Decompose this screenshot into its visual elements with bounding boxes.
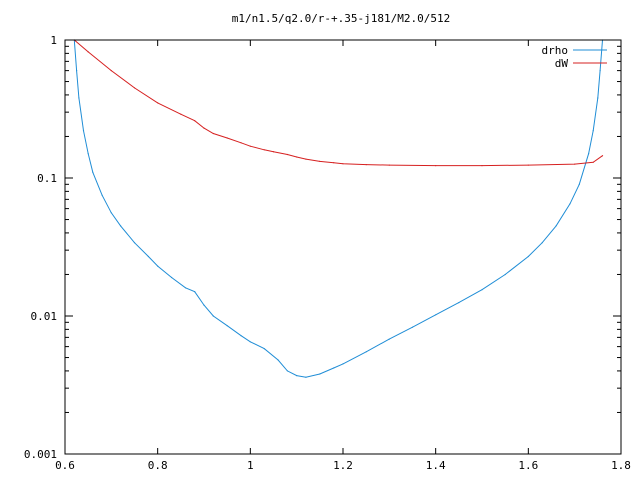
y-tick-label: 0.1 (37, 172, 57, 185)
data-point-dW (592, 161, 594, 163)
data-point-drho (226, 325, 228, 327)
data-point-drho (319, 373, 321, 375)
data-point-dW (110, 70, 112, 72)
ticks-layer: 0.6 0.8 1 1.2 1.4 1.6 1.8 0.001 0.01 0.1 1 (24, 34, 631, 472)
data-point-drho (599, 70, 601, 72)
data-point-dW (226, 137, 228, 139)
data-point-drho (342, 363, 344, 365)
data-point-drho (87, 153, 89, 155)
data-point-dW (296, 156, 298, 158)
data-point-drho (92, 171, 94, 173)
data-point-dW (212, 132, 214, 135)
data-point-drho (305, 376, 307, 378)
data-point-dW (333, 162, 335, 164)
y-tick-label: 0.01 (31, 310, 58, 323)
data-point-drho (296, 375, 298, 377)
data-point-drho (249, 341, 251, 343)
series-layer (73, 39, 604, 378)
data-point-dW (249, 145, 251, 147)
data-point-drho (555, 225, 557, 227)
data-point-dW (481, 165, 483, 167)
data-point-dW (87, 51, 89, 53)
data-point-dW (365, 164, 367, 166)
data-point-drho (203, 304, 205, 306)
data-point-drho (435, 314, 437, 316)
data-point-drho (597, 97, 599, 99)
data-point-drho (541, 242, 543, 244)
data-point-drho (147, 255, 149, 258)
data-point-dW (157, 102, 159, 104)
data-point-drho (286, 370, 288, 372)
data-point-dW (435, 165, 437, 167)
data-point-dW (601, 155, 604, 157)
data-point-drho (133, 242, 136, 244)
data-point-drho (333, 367, 335, 369)
data-point-drho (212, 315, 214, 317)
x-tick-label: 1 (247, 459, 254, 472)
data-point-drho (194, 291, 196, 293)
data-point-drho (263, 348, 265, 350)
data-point-drho (458, 302, 460, 304)
data-point-dW (574, 163, 576, 165)
data-point-dW (203, 127, 205, 129)
x-tick-label: 0.8 (148, 459, 168, 472)
data-point-dW (527, 164, 529, 166)
data-point-dW (240, 142, 242, 144)
data-point-drho (578, 183, 580, 185)
data-point-drho (277, 359, 279, 361)
data-point-drho (184, 287, 187, 289)
data-point-drho (592, 130, 594, 132)
data-point-drho (110, 212, 112, 214)
data-point-drho (504, 273, 506, 276)
data-point-dW (305, 158, 307, 160)
data-point-drho (171, 276, 173, 279)
data-point-dW (286, 153, 288, 156)
legend-label-drho: drho (542, 44, 569, 57)
data-point-drho (411, 326, 414, 328)
x-tick-label: 1.2 (333, 459, 353, 472)
data-point-dW (272, 151, 275, 153)
data-point-dW (180, 113, 182, 115)
data-point-dW (194, 120, 196, 122)
data-point-drho (101, 194, 103, 196)
data-point-drho (120, 225, 122, 227)
data-point-dW (319, 160, 321, 162)
data-point-dW (342, 163, 344, 165)
y-tick-label: 0.001 (24, 448, 57, 461)
data-point-dW (263, 149, 265, 151)
data-point-drho (365, 351, 367, 353)
x-tick-label: 1.4 (426, 459, 446, 472)
data-point-drho (569, 203, 571, 205)
data-point-drho (82, 130, 85, 132)
data-point-dW (388, 164, 390, 166)
data-point-drho (78, 97, 80, 99)
data-point-drho (481, 289, 483, 291)
data-point-drho (76, 70, 78, 72)
y-tick-label: 1 (50, 34, 57, 47)
data-point-drho (527, 255, 529, 258)
data-point-dW (133, 87, 136, 89)
legend-label-dW: dW (555, 57, 569, 70)
x-tick-label: 0.6 (55, 459, 75, 472)
x-tick-label: 1.6 (518, 459, 538, 472)
chart-title: m1/n1.5/q2.0/r-+.35-j181/M2.0/512 (232, 12, 451, 25)
data-point-drho (157, 265, 159, 267)
x-tick-label: 1.8 (611, 459, 631, 472)
series-line-dW (73, 39, 603, 167)
data-point-drho (588, 153, 590, 155)
data-point-drho (388, 338, 390, 340)
data-point-drho (240, 335, 242, 337)
